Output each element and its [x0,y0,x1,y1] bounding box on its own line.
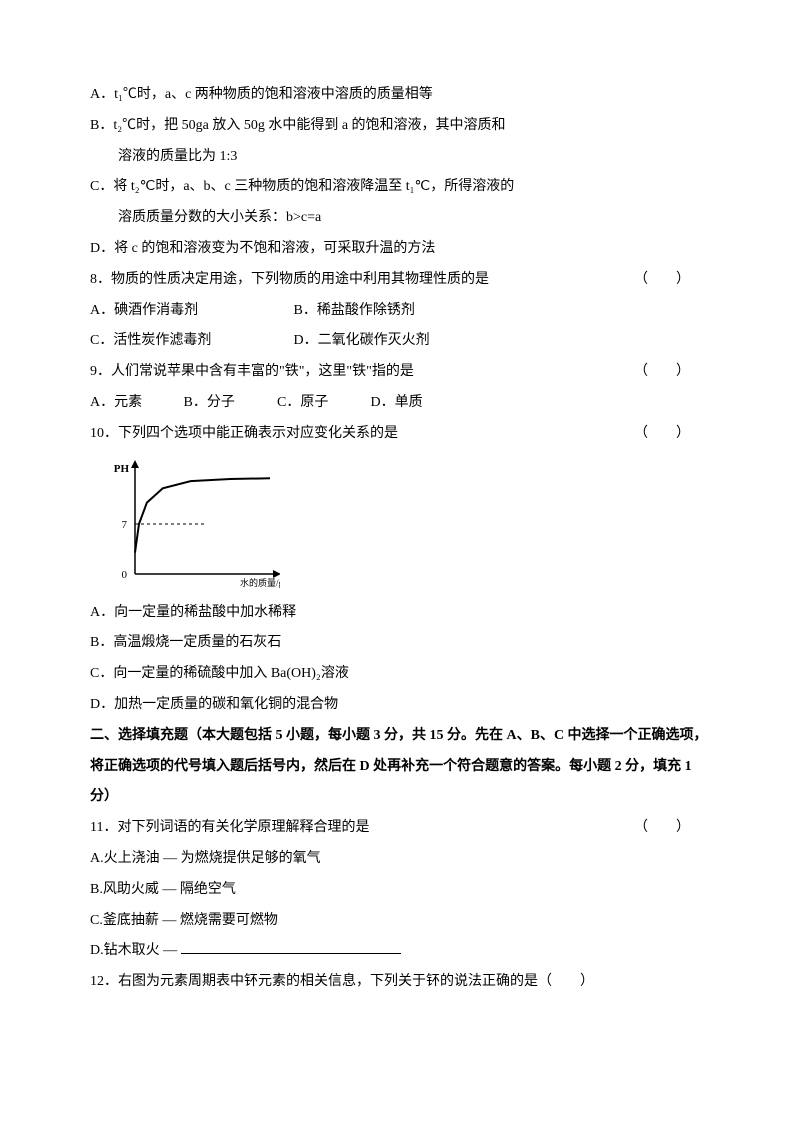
q11-optC: C.釜底抽薪 — 燃烧需要可燃物 [90,906,710,937]
q8-stem: 8．物质的性质决定用途，下列物质的用途中利用其物理性质的是 （ ） [90,265,710,296]
q10-optC: C．向一定量的稀硫酸中加入 Ba(OH)₂溶液 [90,659,710,690]
q11-optA: A.火上浇油 — 为燃烧提供足够的氧气 [90,844,710,875]
q7-optC-line2: 溶质质量分数的大小关系：b>c=a [90,203,710,234]
q8-optB: B．稀盐酸作除锈剂 [294,296,415,327]
q10-stem: 10．下列四个选项中能正确表示对应变化关系的是 （ ） [90,419,710,450]
q9-stem-text: 9．人们常说苹果中含有丰富的"铁"，这里"铁"指的是 [90,364,414,379]
q12-stem: 12．右图为元素周期表中钚元素的相关信息，下列关于钚的说法正确的是（ ） [90,967,710,998]
q7-optB-line1: B．t₂℃时，把 50ga 放入 50g 水中能得到 a 的饱和溶液，其中溶质和 [90,111,710,142]
q11-stem-text: 11．对下列词语的有关化学原理解释合理的是 [90,820,369,835]
q11-optB: B.风助火威 — 隔绝空气 [90,875,710,906]
section2-heading: 二、选择填充题（本大题包括 5 小题，每小题 3 分，共 15 分。先在 A、B… [90,721,710,813]
q7-optC-line1: C．将 t₂℃时，a、b、c 三种物质的饱和溶液降温至 t₁℃，所得溶液的 [90,172,710,203]
q7-optD: D．将 c 的饱和溶液变为不饱和溶液，可采取升温的方法 [90,234,710,265]
svg-text:PH: PH [114,463,130,475]
svg-text:0: 0 [122,569,128,581]
q9-paren: （ ） [634,357,690,388]
q7-optB-line2: 溶液的质量比为 1:3 [90,142,710,173]
q10-paren: （ ） [634,419,690,450]
q8-row1: A．碘酒作消毒剂 B．稀盐酸作除锈剂 [90,296,710,327]
q10-optB: B．高温煅烧一定质量的石灰石 [90,628,710,659]
q8-paren: （ ） [634,265,690,296]
q8-stem-text: 8．物质的性质决定用途，下列物质的用途中利用其物理性质的是 [90,272,489,287]
q10-chart: PH 水的质量/g 0 7 [100,454,280,594]
q11-blank[interactable] [181,939,401,954]
svg-text:水的质量/g: 水的质量/g [240,577,280,588]
q8-row2: C．活性炭作滤毒剂 D．二氧化碳作灭火剂 [90,326,710,357]
q11-stem: 11．对下列词语的有关化学原理解释合理的是 （ ） [90,813,710,844]
q7-optA: A．t₁℃时，a、c 两种物质的饱和溶液中溶质的质量相等 [90,80,710,111]
q11-optD-line: D.钻木取火 — [90,936,710,967]
q10-optA: A．向一定量的稀盐酸中加水稀释 [90,598,710,629]
q9-optC: C．原子 [277,388,367,419]
q9-optA: A．元素 [90,388,180,419]
q10-optD: D．加热一定质量的碳和氧化铜的混合物 [90,690,710,721]
q9-optB: B．分子 [184,388,274,419]
q8-optD: D．二氧化碳作灭火剂 [294,326,430,357]
q11-optD: D.钻木取火 — [90,943,181,958]
q9-optD: D．单质 [371,388,423,419]
q10-stem-text: 10．下列四个选项中能正确表示对应变化关系的是 [90,426,398,441]
q9-row: A．元素 B．分子 C．原子 D．单质 [90,388,710,419]
q8-optA: A．碘酒作消毒剂 [90,296,290,327]
q8-optC: C．活性炭作滤毒剂 [90,326,290,357]
q11-paren: （ ） [634,813,690,844]
q9-stem: 9．人们常说苹果中含有丰富的"铁"，这里"铁"指的是 （ ） [90,357,710,388]
svg-text:7: 7 [122,519,128,531]
